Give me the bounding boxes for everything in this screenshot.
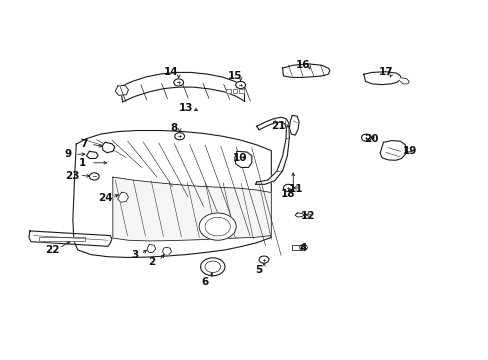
- Polygon shape: [115, 85, 128, 95]
- Bar: [291, 245, 301, 250]
- Bar: [39, 237, 85, 241]
- Polygon shape: [118, 192, 128, 202]
- Polygon shape: [29, 231, 112, 246]
- Text: 8: 8: [170, 123, 177, 133]
- Polygon shape: [282, 64, 329, 77]
- Bar: [232, 89, 237, 93]
- Text: 2: 2: [148, 257, 155, 267]
- Bar: [226, 89, 230, 93]
- Text: 12: 12: [300, 211, 314, 221]
- Bar: [239, 89, 243, 93]
- Bar: [239, 89, 243, 93]
- Text: 17: 17: [378, 67, 392, 77]
- Text: 21: 21: [271, 121, 285, 131]
- Text: 6: 6: [202, 277, 209, 287]
- Circle shape: [174, 133, 184, 140]
- Bar: [291, 245, 301, 250]
- Polygon shape: [400, 78, 408, 84]
- Text: 10: 10: [232, 153, 246, 163]
- Circle shape: [299, 244, 307, 250]
- Polygon shape: [147, 244, 156, 252]
- Text: 19: 19: [402, 146, 417, 156]
- Polygon shape: [86, 151, 98, 158]
- Circle shape: [199, 213, 236, 240]
- Text: 20: 20: [363, 134, 378, 144]
- Polygon shape: [295, 213, 304, 217]
- Circle shape: [89, 173, 99, 180]
- Circle shape: [200, 258, 224, 276]
- Text: 9: 9: [64, 149, 71, 159]
- Polygon shape: [113, 177, 271, 241]
- Text: 14: 14: [163, 67, 178, 77]
- Bar: [232, 89, 237, 93]
- Circle shape: [283, 184, 293, 192]
- Circle shape: [361, 134, 370, 141]
- Text: 15: 15: [227, 71, 242, 81]
- Text: 24: 24: [98, 193, 113, 203]
- Bar: [39, 237, 85, 241]
- Polygon shape: [255, 117, 289, 184]
- Polygon shape: [363, 72, 400, 85]
- Polygon shape: [102, 142, 115, 153]
- Circle shape: [259, 256, 268, 263]
- Text: 3: 3: [131, 250, 138, 260]
- Polygon shape: [289, 116, 299, 135]
- Polygon shape: [234, 151, 251, 167]
- Text: 4: 4: [299, 243, 306, 253]
- Circle shape: [235, 81, 245, 89]
- Polygon shape: [120, 72, 244, 102]
- Text: 22: 22: [44, 245, 59, 255]
- Text: 23: 23: [65, 171, 80, 181]
- Text: 13: 13: [179, 103, 193, 113]
- Circle shape: [173, 79, 183, 86]
- Text: 18: 18: [281, 189, 295, 199]
- Text: 11: 11: [288, 184, 303, 194]
- Text: 1: 1: [79, 158, 86, 168]
- Text: 5: 5: [255, 265, 262, 275]
- Text: 7: 7: [80, 139, 87, 149]
- Polygon shape: [73, 131, 271, 257]
- Text: 16: 16: [295, 60, 309, 70]
- Bar: [226, 89, 230, 93]
- Polygon shape: [162, 247, 171, 255]
- Polygon shape: [379, 140, 405, 160]
